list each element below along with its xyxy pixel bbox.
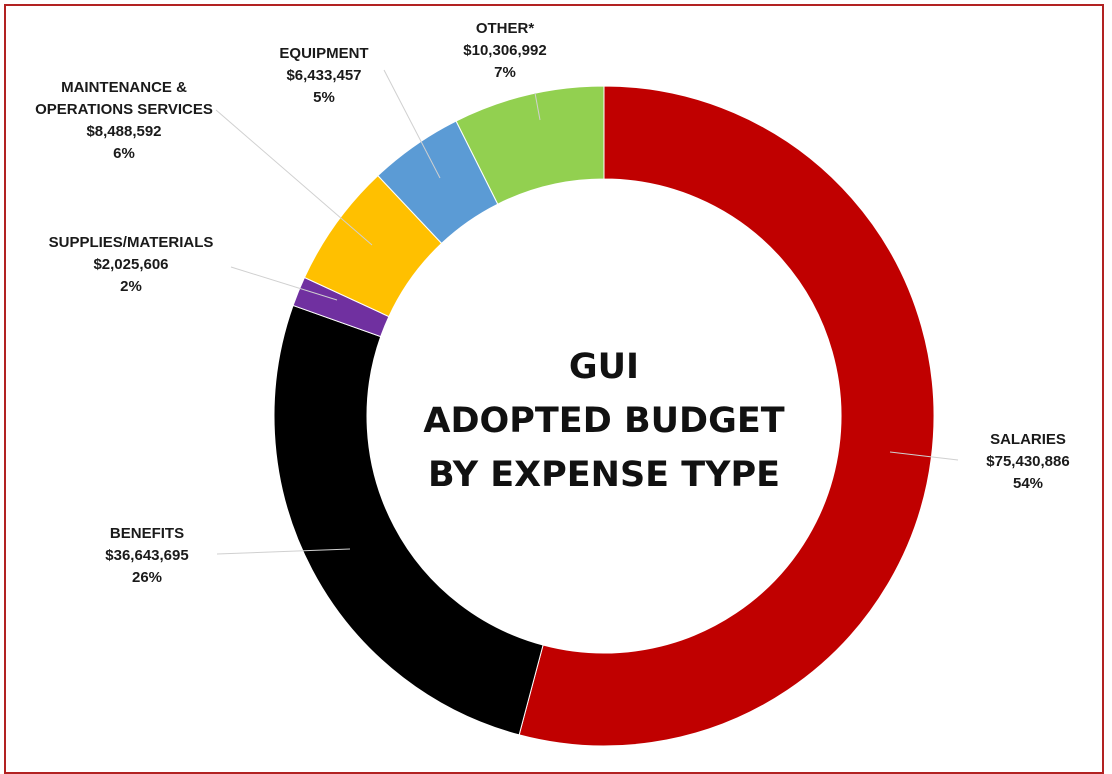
label-benefits-name: BENEFITS xyxy=(110,525,184,542)
center-title: GUI ADOPTED BUDGET BY EXPENSE TYPE xyxy=(423,347,784,495)
slices-group xyxy=(273,85,935,747)
label-salaries-name: SALARIES xyxy=(990,431,1066,448)
label-supplies-name: SUPPLIES/MATERIALS xyxy=(49,234,214,251)
leader-line-other xyxy=(534,92,541,121)
center-title-line-3: BY EXPENSE TYPE xyxy=(428,455,780,495)
leader-line-benefits xyxy=(216,548,351,555)
label-maintenance-name: MAINTENANCE & xyxy=(61,79,187,96)
leader-line-equipment xyxy=(383,69,441,179)
center-title-line-1: GUI xyxy=(569,347,639,387)
label-supplies-percent: 2% xyxy=(120,278,142,295)
leader-line-salaries xyxy=(889,451,959,461)
leader-lines-group xyxy=(215,69,959,555)
label-maintenance: MAINTENANCE & OPERATIONS SERVICES $8,488,5… xyxy=(35,79,213,162)
slice-other xyxy=(455,85,605,205)
data-labels-group: SALARIES $75,430,886 54% BENEFITS $36,643,69… xyxy=(35,20,1070,586)
label-salaries: SALARIES $75,430,886 54% xyxy=(986,431,1069,492)
leader-line-maintenance xyxy=(215,109,373,246)
center-title-line-2: ADOPTED BUDGET xyxy=(423,401,784,441)
label-maintenance-name: OPERATIONS SERVICES xyxy=(35,101,213,118)
label-supplies-value: $2,025,606 xyxy=(93,256,168,273)
label-other-value: $10,306,992 xyxy=(463,42,546,59)
label-salaries-value: $75,430,886 xyxy=(986,453,1069,470)
label-supplies: SUPPLIES/MATERIALS $2,025,606 2% xyxy=(49,234,214,295)
label-equipment-name: EQUIPMENT xyxy=(279,45,368,62)
label-other: OTHER* $10,306,992 7% xyxy=(463,20,546,81)
label-benefits-percent: 26% xyxy=(132,569,162,586)
leader-line-supplies xyxy=(230,266,338,301)
label-other-percent: 7% xyxy=(494,64,516,81)
slice-benefits xyxy=(273,304,544,736)
label-salaries-percent: 54% xyxy=(1013,475,1043,492)
label-maintenance-percent: 6% xyxy=(113,145,135,162)
slice-salaries xyxy=(518,85,935,747)
label-benefits: BENEFITS $36,643,695 26% xyxy=(105,525,188,586)
label-benefits-value: $36,643,695 xyxy=(105,547,188,564)
label-equipment-percent: 5% xyxy=(313,89,335,106)
label-equipment: EQUIPMENT $6,433,457 5% xyxy=(279,45,368,106)
label-equipment-value: $6,433,457 xyxy=(286,67,361,84)
label-maintenance-value: $8,488,592 xyxy=(86,123,161,140)
label-other-name: OTHER* xyxy=(476,20,535,37)
